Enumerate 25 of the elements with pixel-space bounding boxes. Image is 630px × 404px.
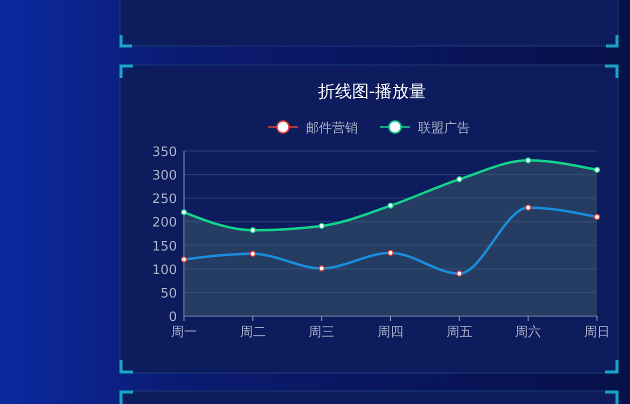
point — [180, 209, 188, 216]
point — [387, 202, 394, 209]
x-tick-label: 周日 — [584, 325, 610, 340]
legend-label: 邮件营销 — [306, 121, 358, 136]
y-tick-label: 50 — [160, 286, 177, 302]
point — [456, 176, 462, 182]
legend-label: 联盟广告 — [418, 121, 470, 136]
y-tick-label: 150 — [152, 239, 177, 254]
point — [318, 222, 325, 230]
y-tick-label: 350 — [152, 145, 177, 160]
x-tick-label: 周一 — [171, 325, 197, 340]
y-tick-label: 100 — [152, 262, 177, 278]
chart-title: 折线图-播放量 — [318, 82, 426, 102]
point — [525, 157, 532, 164]
x-tick-label: 周五 — [446, 325, 472, 340]
y-tick-label: 250 — [152, 192, 177, 208]
x-tick-label: 周六 — [515, 325, 542, 340]
point — [250, 227, 256, 234]
y-tick-label: 300 — [152, 168, 177, 184]
x-tick-label: 周二 — [240, 325, 266, 340]
y-tick-label: 200 — [152, 216, 177, 231]
point — [594, 166, 600, 173]
x-tick-label: 周四 — [378, 325, 404, 340]
x-tick-label: 周三 — [308, 325, 335, 340]
y-tick-label: 0 — [168, 310, 177, 325]
